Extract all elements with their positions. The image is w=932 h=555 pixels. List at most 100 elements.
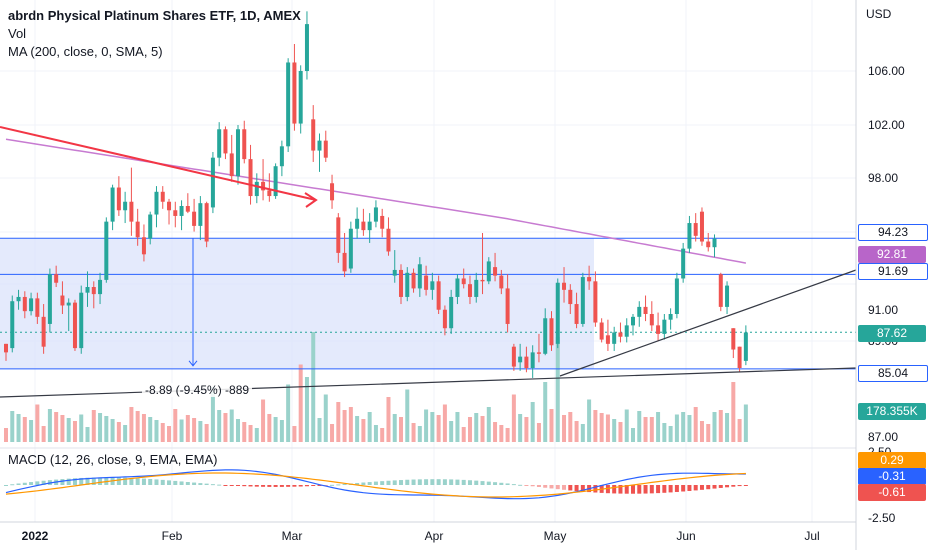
macd-bar — [242, 485, 247, 487]
macd-bar — [737, 485, 742, 487]
macd-bar — [430, 479, 435, 485]
volume-bar — [210, 387, 215, 442]
candle-body — [405, 272, 410, 297]
badge-ma: 92.81 — [858, 246, 926, 263]
volume-bar — [743, 404, 748, 442]
macd-bar — [392, 480, 397, 485]
macd-bar — [22, 482, 27, 485]
candle-body — [29, 298, 34, 312]
candle-body — [16, 296, 21, 302]
candle-body — [141, 237, 146, 255]
volume-bar — [631, 428, 635, 442]
volume-bar — [192, 418, 197, 442]
macd-bar — [405, 479, 410, 485]
volume-bar — [317, 418, 322, 442]
macd-bar — [380, 481, 385, 485]
candle-body — [367, 221, 372, 231]
volume-bar — [411, 423, 416, 442]
volume-bar — [129, 407, 134, 442]
volume-bar — [499, 425, 504, 442]
volume-bar — [235, 419, 240, 442]
candle-body — [631, 316, 635, 326]
volume-bar — [524, 417, 529, 442]
candle-body — [743, 332, 748, 361]
volume-bar — [530, 402, 535, 442]
candle-body — [229, 153, 234, 177]
candle-body — [712, 238, 717, 248]
macd-bar — [643, 485, 648, 494]
macd-bar — [160, 479, 165, 485]
rising-trendline — [559, 269, 857, 377]
macd-bar — [399, 480, 404, 485]
candle-body — [430, 281, 435, 290]
macd-bar — [254, 485, 259, 487]
candle-body — [587, 277, 592, 282]
volume-bar — [486, 407, 491, 442]
badge-macd-hist: 0.29 — [858, 452, 926, 469]
macd-bar — [35, 481, 40, 485]
volume-bar — [706, 424, 711, 442]
time-tick: May — [544, 529, 567, 543]
candle-body — [98, 279, 103, 295]
candle-body — [612, 332, 617, 344]
badge-macd-line: -0.31 — [858, 468, 926, 485]
candle-body — [442, 309, 447, 329]
macd-bar — [66, 478, 71, 485]
macd-bar — [261, 485, 266, 487]
candle-body — [123, 201, 128, 211]
macd-bar — [505, 483, 510, 485]
candle-body — [41, 316, 46, 347]
candle-body — [417, 264, 422, 289]
macd-bar — [442, 479, 447, 485]
volume-bar — [455, 412, 460, 442]
volume-bar — [154, 420, 159, 442]
price-tick: 102.00 — [868, 118, 905, 132]
macd-bar — [499, 482, 504, 485]
volume-bar — [593, 410, 598, 442]
volume-bar — [511, 394, 516, 442]
volume-bar — [72, 421, 77, 442]
candle-body — [392, 269, 397, 276]
macd-bar — [486, 481, 491, 485]
badge-volume: 178.355K — [858, 403, 926, 420]
candle-body — [22, 296, 27, 312]
candle-body — [486, 261, 491, 282]
macd-bar — [217, 484, 222, 486]
volume-bar — [160, 423, 165, 442]
volume-bar — [386, 397, 391, 442]
macd-bar — [436, 479, 441, 485]
candle-body — [10, 301, 15, 349]
macd-bar — [449, 479, 454, 485]
volume-bar — [286, 384, 291, 442]
candle-body — [662, 319, 667, 334]
macd-bar — [10, 484, 15, 486]
price-tick: 81.00 — [868, 0, 898, 3]
volume-bar — [323, 394, 328, 442]
macd-bar — [248, 485, 253, 487]
macd-bar — [386, 480, 391, 485]
candle-body — [298, 71, 303, 124]
candle-body — [562, 282, 567, 290]
candle-body — [674, 278, 679, 314]
badge-level-91: 91.69 — [858, 263, 928, 280]
candle-body — [348, 228, 353, 269]
volume-bar — [580, 424, 585, 442]
price-tick: 98.00 — [868, 171, 898, 185]
candle-body — [449, 296, 454, 329]
candle-body — [568, 289, 573, 305]
volume-bar — [587, 399, 592, 442]
time-tick: Jun — [676, 529, 695, 543]
volume-bar — [47, 409, 52, 442]
candle-body — [511, 346, 516, 367]
ma-line — [5, 138, 747, 264]
candles — [4, 11, 748, 378]
macd-bar — [624, 485, 629, 494]
volume-bar — [574, 421, 579, 442]
volume-bar — [543, 382, 548, 442]
volume-bar — [104, 416, 109, 442]
macd-bar — [693, 485, 698, 491]
volume-bar — [330, 424, 335, 442]
macd-bar — [292, 485, 297, 487]
